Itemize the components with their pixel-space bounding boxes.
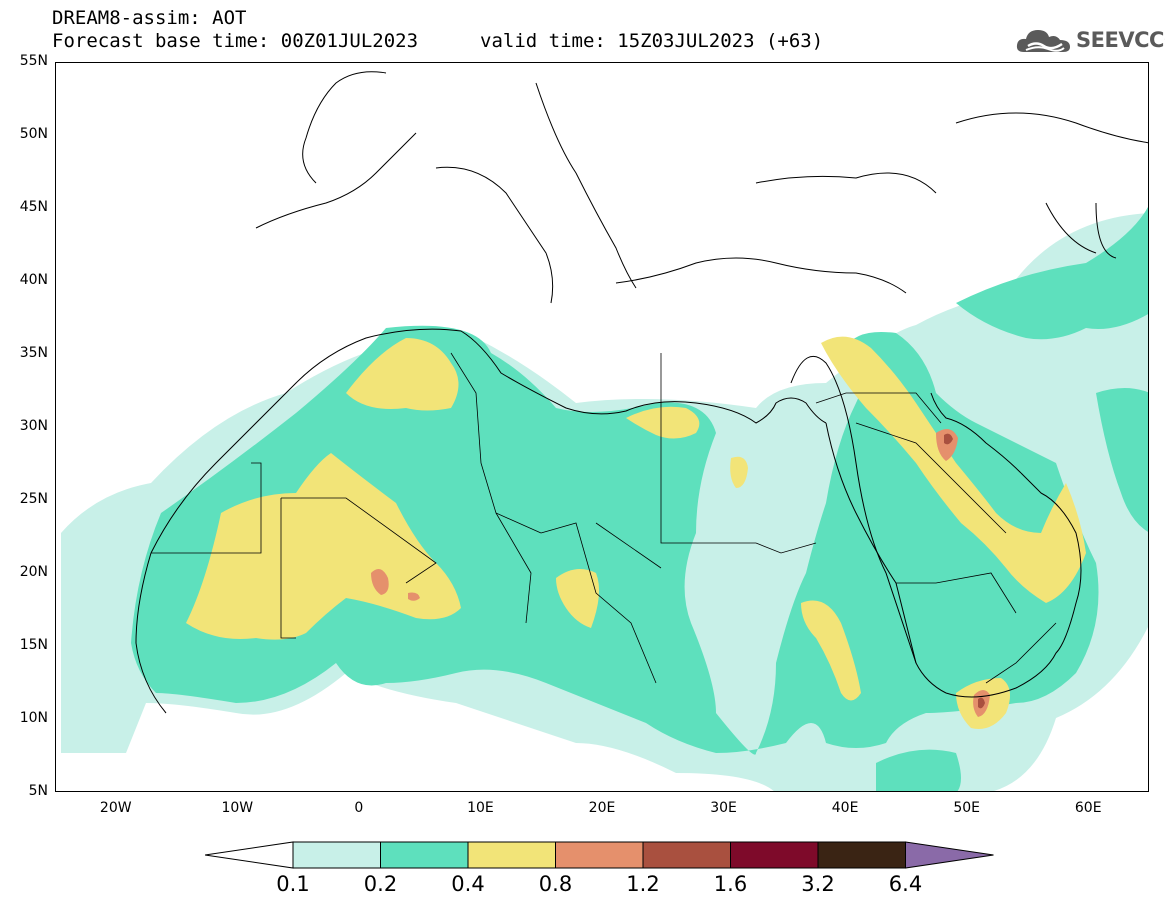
colorbar-tick-label: 0.1 (276, 872, 310, 896)
lat-label: 15N (19, 637, 48, 653)
lat-label: 25N (19, 491, 48, 507)
colorbar-segment (817, 841, 906, 869)
lat-label: 10N (19, 710, 48, 726)
colorbar-segment (467, 841, 556, 869)
map-plot-area (55, 62, 1149, 792)
colorbar-tick-label: 6.4 (888, 872, 923, 896)
colorbar-tick-label: 3.2 (801, 872, 835, 896)
lat-label: 40N (19, 272, 48, 288)
colorbar-segment (555, 841, 644, 869)
lon-label: 30E (710, 800, 737, 816)
aot-colorbar (205, 841, 994, 869)
lon-label: 20W (99, 800, 132, 816)
aot-contour-1.2-1.6 (944, 433, 985, 709)
colorbar-tick-label: 1.2 (626, 872, 660, 896)
lat-label: 5N (28, 783, 48, 799)
colorbar-tick-label: 0.4 (451, 872, 485, 896)
chart-title: DREAM8-assim: AOT (52, 7, 247, 29)
aot-contour-0.4-0.8 (186, 336, 1086, 729)
lat-label: 35N (19, 345, 48, 361)
colorbar-over-arrow (905, 841, 994, 869)
forecast-base-time: Forecast base time: 00Z01JUL2023 (52, 30, 419, 52)
lon-label: 10W (221, 800, 254, 816)
colorbar-segment (292, 841, 381, 869)
coastlines (135, 71, 1148, 714)
cloud-icon (1016, 30, 1070, 52)
logo-text: SEEVCCC (1076, 28, 1165, 52)
valid-time: valid time: 15Z03JUL2023 (+63) (480, 30, 824, 52)
lat-label: 55N (19, 53, 48, 69)
colorbar-segment (380, 841, 469, 869)
colorbar-segment (642, 841, 731, 869)
colorbar-tick-label: 0.8 (538, 872, 573, 896)
colorbar-under-arrow (205, 841, 294, 869)
lon-label: 40E (831, 800, 859, 816)
lon-label: 20E (588, 800, 616, 816)
lon-label: 0 (354, 800, 364, 816)
country-borders (151, 352, 1057, 684)
colorbar-tick-label: 0.2 (363, 872, 398, 896)
lat-label: 45N (19, 199, 48, 215)
colorbar-segment (730, 841, 819, 869)
aot-map (61, 71, 1148, 791)
colorbar-tick-label: 1.6 (713, 872, 748, 896)
lon-label: 10E (467, 800, 494, 816)
seevccc-logo: SEEVCCC (1016, 26, 1165, 56)
lat-label: 20N (19, 564, 48, 580)
lat-label: 50N (19, 126, 48, 142)
lat-label: 30N (19, 418, 48, 434)
aot-contour-0.2-0.4 (131, 206, 1148, 791)
lon-label: 60E (1074, 800, 1102, 816)
lon-label: 50E (953, 800, 980, 816)
